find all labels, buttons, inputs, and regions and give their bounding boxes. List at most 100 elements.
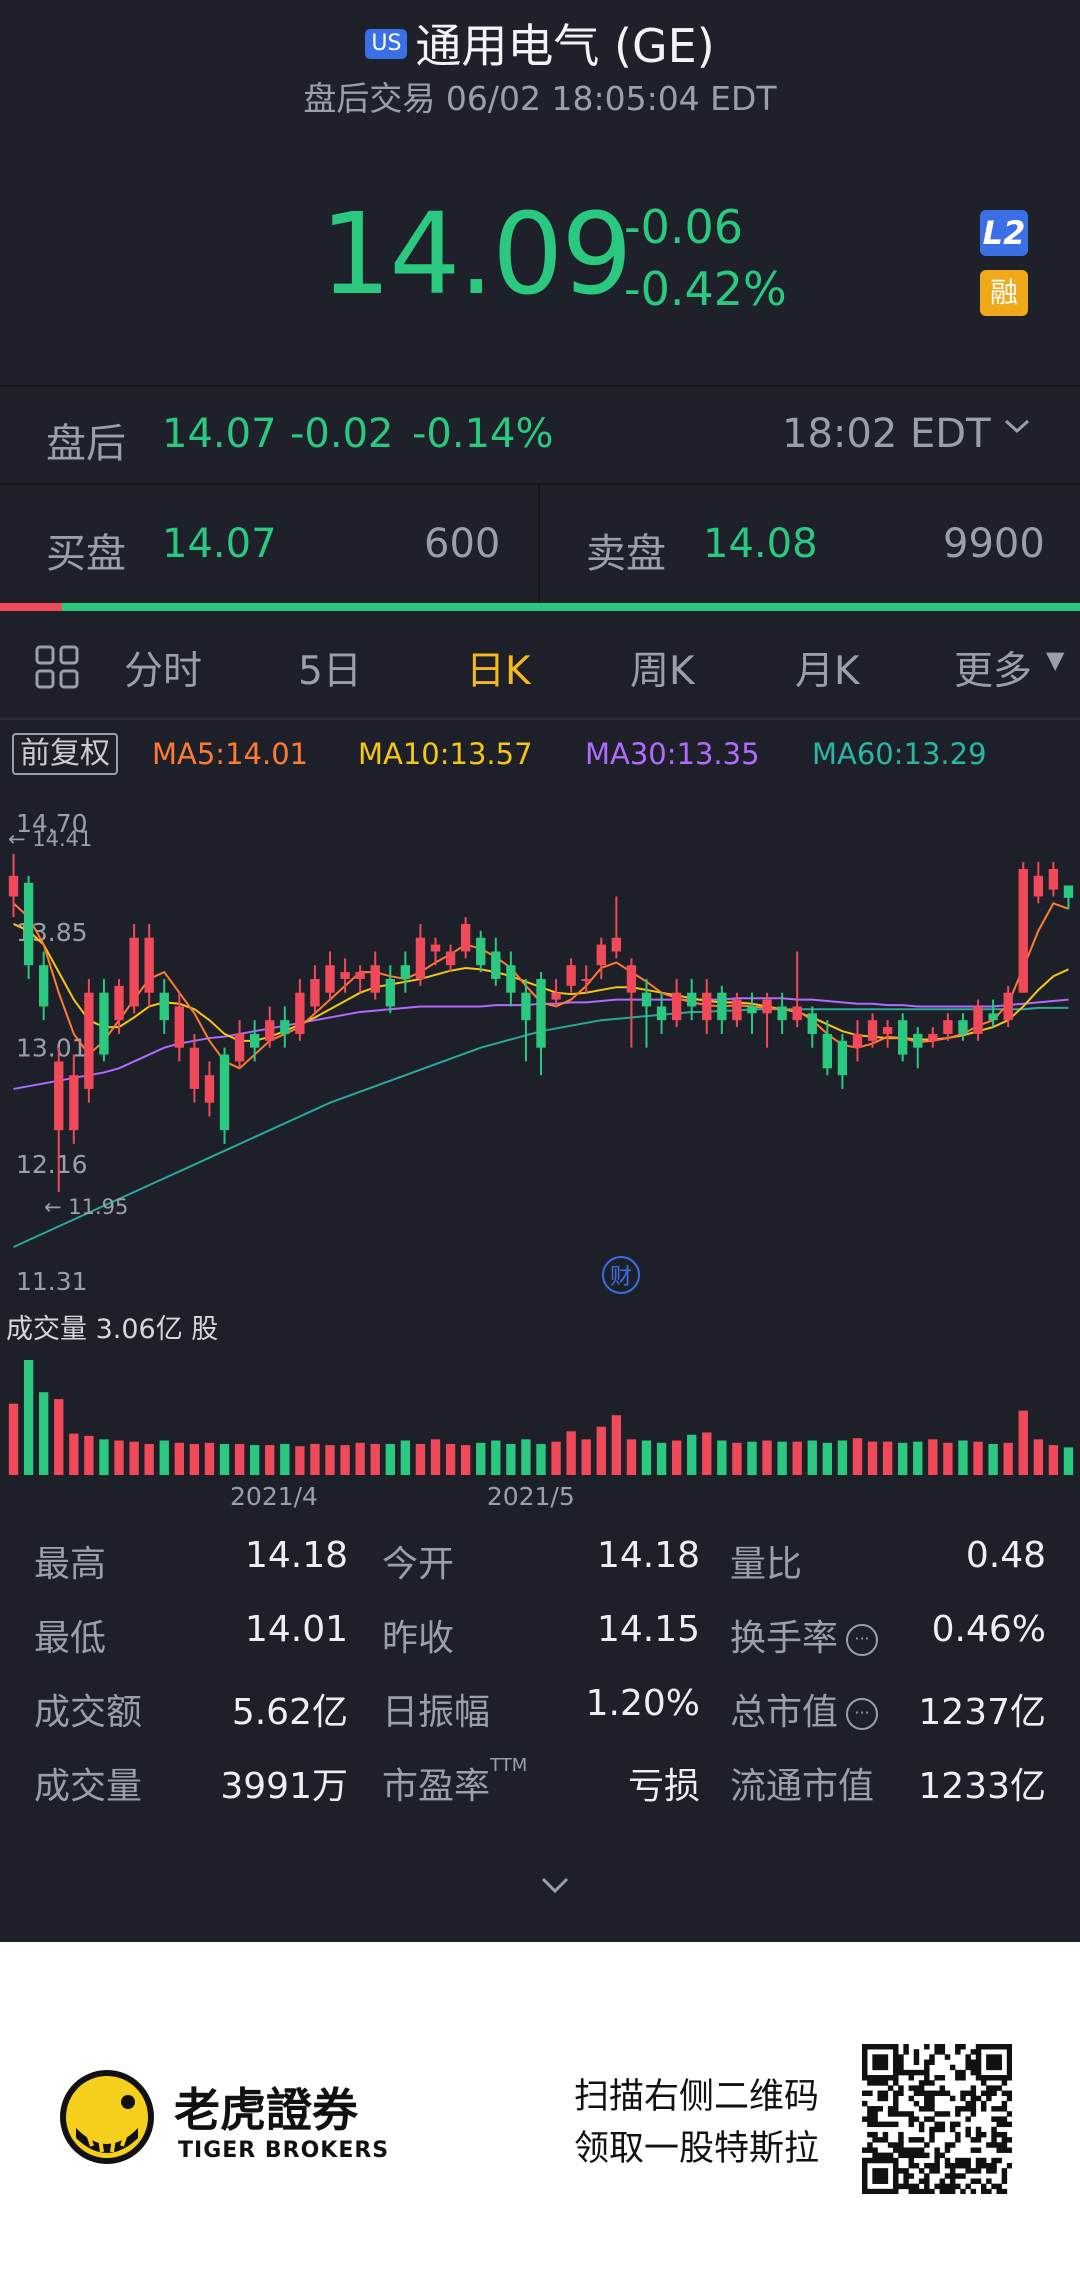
qr-module — [887, 2121, 894, 2128]
qr-module — [960, 2044, 966, 2050]
ma10-label: MA10:13.57 — [358, 737, 533, 771]
candle-body — [69, 1075, 79, 1131]
qr-module — [929, 2116, 935, 2122]
stock-title: US 通用电气 (GE) — [0, 10, 1080, 76]
qr-module — [924, 2044, 930, 2050]
bid-price: 14.07 — [162, 521, 277, 567]
after-hours-row[interactable]: 盘后 14.07 -0.02 -0.14% 18:02 EDT — [0, 387, 1080, 483]
stat-value: 0.48 — [965, 1535, 1046, 1576]
candle-body — [249, 1033, 260, 1048]
volume-bar — [400, 1440, 411, 1475]
qr-module — [898, 2142, 904, 2148]
volume-bar — [23, 1360, 34, 1475]
bid-size: 600 — [424, 521, 501, 567]
qr-module — [980, 2183, 987, 2190]
tab-monthly-k[interactable]: 月K — [795, 649, 860, 694]
promo-line-1: 扫描右侧二维码 — [574, 2077, 820, 2117]
caret-down-icon[interactable]: ▼ — [1046, 646, 1065, 674]
pe-ttm-suffix: TTM — [490, 1755, 528, 1776]
qr-module — [903, 2178, 909, 2184]
qr-module — [949, 2121, 956, 2128]
volume-bar — [280, 1443, 290, 1475]
price-change-pct: -0.42% — [624, 262, 787, 316]
qr-module — [867, 2111, 873, 2117]
qr-module — [975, 2095, 982, 2102]
adjust-mode-button[interactable]: 前复权 — [12, 733, 118, 775]
qr-module — [965, 2059, 971, 2065]
qr-module — [965, 2126, 971, 2133]
candle-body — [204, 1075, 215, 1103]
qr-module — [893, 2044, 899, 2050]
qr-module — [924, 2095, 930, 2102]
qr-module — [877, 2168, 883, 2174]
stat-value: 5.62亿 — [231, 1692, 348, 1733]
qr-module — [872, 2137, 878, 2143]
volume-bar — [641, 1440, 652, 1475]
qr-module — [939, 2049, 946, 2055]
stat-value: 1237亿 — [918, 1692, 1046, 1733]
qr-module — [898, 2064, 904, 2071]
stat-label: 日振幅 — [382, 1692, 491, 1733]
qr-module — [898, 2090, 904, 2097]
expand-chevron-icon[interactable] — [538, 1870, 572, 1904]
divider — [0, 385, 1080, 387]
volume-bar — [8, 1403, 19, 1475]
chevron-down-icon[interactable] — [1000, 405, 1034, 454]
order-book: 买盘 14.07 600 卖盘 14.08 9900 — [0, 485, 1080, 603]
qr-module — [986, 2178, 992, 2184]
tab-daily-k[interactable]: 日K — [466, 649, 531, 694]
candle-body — [671, 992, 682, 1021]
qr-module — [939, 2126, 946, 2133]
info-more-icon[interactable]: ··· — [846, 1698, 879, 1730]
margin-badge[interactable]: 融 — [980, 270, 1028, 316]
candle-body — [39, 965, 49, 1007]
qr-module — [960, 2075, 966, 2081]
qr-module — [996, 2183, 1002, 2190]
qr-module — [903, 2173, 909, 2179]
qr-module — [913, 2137, 920, 2143]
qr-module — [893, 2059, 899, 2065]
tab-weekly-k[interactable]: 周K — [630, 649, 695, 694]
tab-5day[interactable]: 5日 — [298, 649, 362, 694]
qr-module — [960, 2090, 966, 2097]
qr-module — [996, 2106, 1002, 2112]
qr-module — [986, 2064, 992, 2071]
event-icon-label: 财 — [610, 1265, 632, 1290]
stock-name: 通用电气 (GE) — [415, 19, 715, 73]
brand-name-cn: 老虎證券 — [174, 2083, 358, 2137]
tab-more[interactable]: 更多 — [954, 649, 1033, 694]
qr-module — [944, 2090, 951, 2097]
qr-module — [872, 2064, 878, 2071]
qr-module — [991, 2131, 997, 2138]
qr-module — [970, 2059, 977, 2065]
qr-module — [898, 2054, 904, 2060]
tab-intraday[interactable]: 分时 — [124, 649, 203, 694]
qr-module — [980, 2044, 987, 2050]
info-more-icon[interactable]: ··· — [846, 1624, 879, 1656]
qr-code[interactable] — [862, 2044, 1012, 2194]
qr-module — [882, 2075, 889, 2081]
qr-module — [893, 2069, 899, 2076]
qr-module — [893, 2049, 899, 2055]
ma60-label: MA60:13.29 — [812, 737, 987, 771]
grid-icon[interactable] — [34, 644, 80, 700]
qr-module — [918, 2121, 925, 2128]
qr-module — [924, 2100, 930, 2107]
stat-value: 14.01 — [244, 1609, 348, 1650]
qr-module — [944, 2054, 951, 2060]
volume-bar — [596, 1426, 606, 1475]
volume-bar — [958, 1440, 968, 1475]
qr-module — [996, 2075, 1002, 2081]
qr-module — [929, 2126, 935, 2133]
qr-module — [986, 2085, 992, 2091]
l2-badge[interactable]: L2 — [980, 210, 1028, 256]
qr-module — [1001, 2116, 1008, 2122]
qr-module — [924, 2183, 930, 2190]
qr-module — [955, 2137, 961, 2143]
qr-module — [970, 2085, 977, 2091]
qr-module — [924, 2142, 930, 2148]
qr-module — [913, 2059, 920, 2065]
qr-module — [882, 2131, 889, 2138]
volume-bar — [54, 1399, 64, 1475]
